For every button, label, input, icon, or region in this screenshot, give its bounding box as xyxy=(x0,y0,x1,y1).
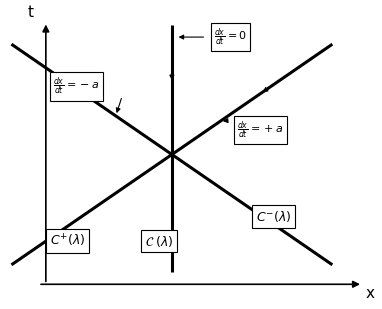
Text: $\mathcal{C}\;(\lambda)$: $\mathcal{C}\;(\lambda)$ xyxy=(145,234,174,248)
Text: $\frac{dx}{dt}=+a$: $\frac{dx}{dt}=+a$ xyxy=(237,119,283,141)
Text: $\frac{dx}{dt}=0$: $\frac{dx}{dt}=0$ xyxy=(214,26,247,48)
Text: $\frac{dx}{dt}=-a$: $\frac{dx}{dt}=-a$ xyxy=(53,76,100,97)
Text: x: x xyxy=(366,286,375,301)
Text: $C^{-}(\lambda)$: $C^{-}(\lambda)$ xyxy=(256,209,291,224)
Text: t: t xyxy=(28,5,34,20)
Text: $C^{+}(\lambda)$: $C^{+}(\lambda)$ xyxy=(50,233,85,249)
